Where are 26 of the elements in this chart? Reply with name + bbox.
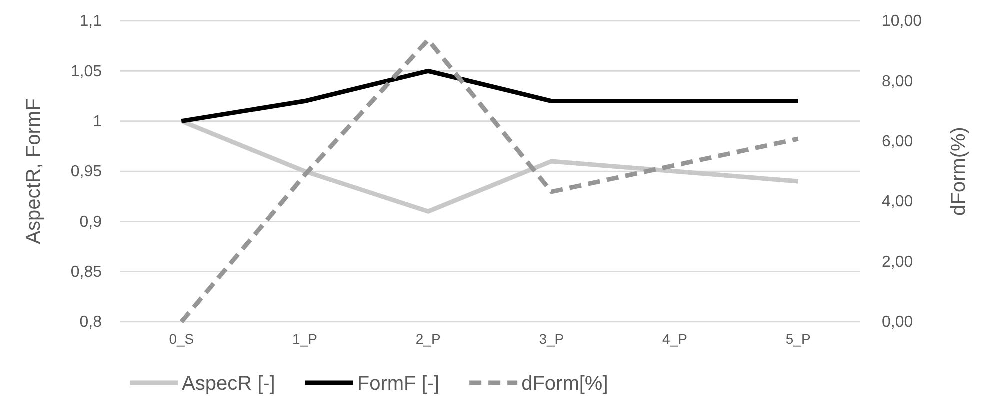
legend-label: dForm[%] bbox=[522, 373, 608, 395]
x-tick-label: 5_P bbox=[786, 330, 811, 347]
legend-label: AspecR [-] bbox=[182, 373, 276, 395]
line-series bbox=[179, 38, 801, 324]
y2-tick-label: 6,00 bbox=[882, 134, 914, 151]
y2-tick-label: 10,00 bbox=[882, 13, 922, 30]
y-tick-label: 0,9 bbox=[80, 214, 102, 231]
x-tick-label: 0_S bbox=[169, 330, 194, 347]
y2-tick-label: 0,00 bbox=[882, 314, 914, 332]
y-tick-label: 1 bbox=[93, 113, 102, 130]
y2-tick-label: 8,00 bbox=[882, 73, 914, 90]
line-series bbox=[179, 119, 801, 214]
x-tick-label: 2_P bbox=[416, 330, 441, 347]
y-tick-label: 1,1 bbox=[80, 13, 102, 30]
y2-axis-title: dForm(%) bbox=[948, 127, 970, 216]
y-axis-title: AspectR, FormF bbox=[23, 98, 45, 244]
y-tick-label: 0,95 bbox=[70, 164, 102, 181]
y2-tick-label: 2,00 bbox=[882, 254, 914, 271]
x-tick-label: 4_P bbox=[662, 330, 688, 347]
y-tick-label: 1,05 bbox=[70, 63, 102, 80]
y-tick-label: 0,85 bbox=[70, 264, 102, 281]
y-tick-label: 0,8 bbox=[80, 314, 102, 332]
x-tick-label: 1_P bbox=[292, 330, 318, 347]
legend-label: FormF [-] bbox=[357, 373, 440, 395]
x-tick-label: 3_P bbox=[539, 330, 564, 347]
y2-tick-label: 4,00 bbox=[882, 194, 914, 211]
